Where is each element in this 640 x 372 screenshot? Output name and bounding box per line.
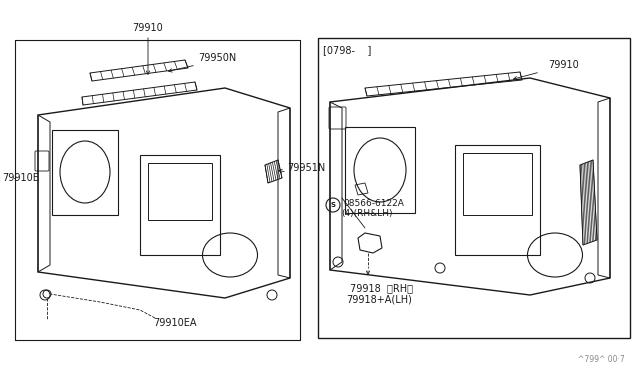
Text: [0798-    ]: [0798- ] bbox=[323, 45, 371, 55]
Text: 79918+A(LH): 79918+A(LH) bbox=[346, 295, 412, 305]
Text: 08566-6122A: 08566-6122A bbox=[343, 199, 404, 208]
Text: 79910E: 79910E bbox=[2, 173, 39, 183]
Text: 79918  〈RH〉: 79918 〈RH〉 bbox=[350, 283, 413, 293]
Text: 79951N: 79951N bbox=[287, 163, 325, 173]
Text: 79950N: 79950N bbox=[198, 53, 236, 63]
Text: 79910EA: 79910EA bbox=[153, 318, 196, 328]
Text: S: S bbox=[330, 202, 335, 208]
Text: 79910: 79910 bbox=[132, 23, 163, 33]
Text: (4)(RH&LH): (4)(RH&LH) bbox=[341, 208, 392, 218]
Text: ^799^ 00·7: ^799^ 00·7 bbox=[579, 355, 625, 364]
Text: 79910: 79910 bbox=[548, 60, 579, 70]
